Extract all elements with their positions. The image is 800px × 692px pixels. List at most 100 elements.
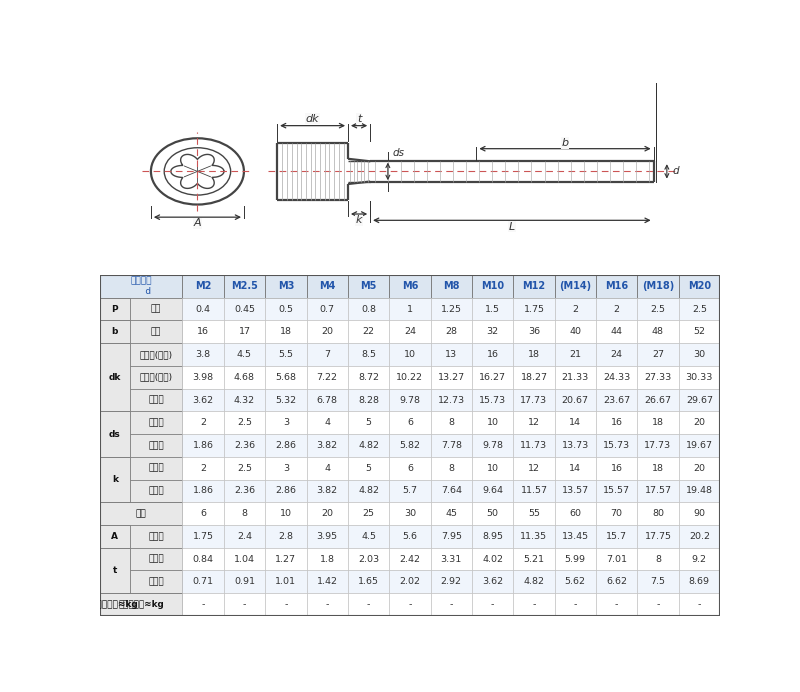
Text: 2: 2 [200, 464, 206, 473]
Text: 0.45: 0.45 [234, 304, 255, 313]
Text: 16: 16 [610, 464, 622, 473]
Text: 4.5: 4.5 [361, 532, 376, 541]
Bar [390, 320, 430, 343]
Bar [430, 525, 472, 547]
Text: 4.32: 4.32 [234, 396, 255, 405]
Text: 15.57: 15.57 [603, 486, 630, 495]
Text: M2.5: M2.5 [231, 282, 258, 291]
Bar [514, 366, 554, 389]
Bar [130, 457, 182, 480]
Text: 23.67: 23.67 [603, 396, 630, 405]
Bar [265, 457, 306, 480]
Text: 4.82: 4.82 [358, 486, 379, 495]
Text: 14: 14 [570, 464, 582, 473]
Text: 27.33: 27.33 [644, 373, 672, 382]
Text: 9.64: 9.64 [482, 486, 503, 495]
Bar [472, 480, 514, 502]
Text: 16.27: 16.27 [479, 373, 506, 382]
Text: 7.5: 7.5 [650, 577, 666, 586]
Bar [514, 320, 554, 343]
Bar [390, 411, 430, 434]
Bar [472, 320, 514, 343]
Text: 2: 2 [614, 304, 620, 313]
Text: 18: 18 [528, 350, 540, 359]
Bar [554, 457, 596, 480]
Bar [182, 480, 224, 502]
Bar [596, 411, 638, 434]
Bar [514, 480, 554, 502]
Text: 4.5: 4.5 [237, 350, 252, 359]
Bar [430, 411, 472, 434]
Bar [182, 343, 224, 366]
Text: 60: 60 [570, 509, 582, 518]
Text: 28: 28 [446, 327, 458, 336]
Text: 4.82: 4.82 [523, 577, 545, 586]
Bar [638, 275, 678, 298]
Bar [130, 389, 182, 411]
Text: 5.32: 5.32 [275, 396, 296, 405]
Text: 1.27: 1.27 [275, 554, 296, 563]
Text: M6: M6 [402, 282, 418, 291]
Bar [100, 320, 130, 343]
Text: 50: 50 [486, 509, 498, 518]
Bar [306, 593, 348, 616]
Text: A: A [111, 532, 118, 541]
Text: 螺纹规格
     d: 螺纹规格 d [130, 277, 152, 296]
Text: 2.92: 2.92 [441, 577, 462, 586]
Bar [390, 389, 430, 411]
Text: -: - [574, 600, 577, 609]
Bar [678, 593, 720, 616]
Bar [596, 593, 638, 616]
Text: 20.67: 20.67 [562, 396, 589, 405]
Text: 24: 24 [610, 350, 622, 359]
Bar [348, 593, 390, 616]
Text: 最小值: 最小值 [148, 577, 164, 586]
Bar [100, 547, 130, 593]
Bar [306, 366, 348, 389]
Text: L: L [509, 221, 515, 232]
Text: 0.91: 0.91 [234, 577, 255, 586]
Bar [306, 343, 348, 366]
Text: 27: 27 [652, 350, 664, 359]
Text: 19.67: 19.67 [686, 441, 713, 450]
Text: 8: 8 [448, 418, 454, 427]
Bar [265, 502, 306, 525]
Text: -: - [284, 600, 287, 609]
Text: 80: 80 [652, 509, 664, 518]
Text: 7: 7 [324, 350, 330, 359]
Text: 26.67: 26.67 [645, 396, 671, 405]
Text: 1.75: 1.75 [523, 304, 545, 313]
Text: 21: 21 [570, 350, 582, 359]
Bar [224, 320, 265, 343]
Text: 2.86: 2.86 [275, 441, 296, 450]
Bar [306, 457, 348, 480]
Bar [130, 434, 182, 457]
Bar [554, 366, 596, 389]
Bar [224, 457, 265, 480]
Bar [100, 593, 182, 616]
Bar [554, 502, 596, 525]
Bar [430, 343, 472, 366]
Text: 32: 32 [486, 327, 498, 336]
Text: 12: 12 [528, 464, 540, 473]
Bar [554, 525, 596, 547]
Bar [430, 593, 472, 616]
Bar [472, 389, 514, 411]
Text: 12: 12 [528, 418, 540, 427]
Text: 4.02: 4.02 [482, 554, 503, 563]
Text: 千件钢制重≈kg: 千件钢制重≈kg [91, 600, 138, 609]
Text: 3.31: 3.31 [441, 554, 462, 563]
Text: 11.57: 11.57 [521, 486, 547, 495]
Bar [472, 547, 514, 570]
Bar [265, 570, 306, 593]
Bar [390, 525, 430, 547]
Text: 18: 18 [652, 418, 664, 427]
Bar [514, 570, 554, 593]
Text: 5.62: 5.62 [565, 577, 586, 586]
Text: 29.67: 29.67 [686, 396, 713, 405]
Text: M16: M16 [605, 282, 628, 291]
Text: 8.5: 8.5 [361, 350, 376, 359]
Bar [224, 502, 265, 525]
Text: d: d [672, 166, 678, 176]
Bar [224, 389, 265, 411]
